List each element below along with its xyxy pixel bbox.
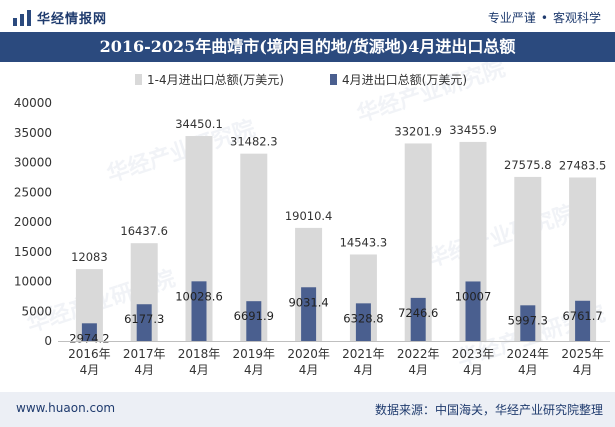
x-tick-label-month: 4月 <box>244 363 264 377</box>
x-tick-label-month: 4月 <box>189 363 209 377</box>
y-tick-label: 25000 <box>14 185 52 199</box>
data-label-ytd: 14543.3 <box>340 235 388 249</box>
brand-logo[interactable]: 华经情报网 <box>13 8 107 27</box>
y-axis: 0 5000 10000 15000 20000 25000 30000 35000 40000 <box>14 96 52 348</box>
data-label-april: 2974.2 <box>69 331 109 345</box>
x-tick-label-year: 2025年 <box>561 347 604 361</box>
data-label-april: 7246.6 <box>398 306 438 320</box>
website-link[interactable]: www.huaon.com <box>16 401 116 415</box>
y-tick-label: 20000 <box>14 215 52 229</box>
legend: 1-4月进出口总额(万美元) 4月进出口总额(万美元) <box>135 73 467 87</box>
data-label-april: 10007 <box>455 289 492 303</box>
x-tick-label-month: 4月 <box>463 363 483 377</box>
data-label-ytd: 27575.8 <box>504 158 552 172</box>
bar-april-total <box>136 304 152 341</box>
bars <box>75 136 597 341</box>
data-label-april: 6328.8 <box>343 311 383 325</box>
tagline-left: 专业严谨 <box>487 11 536 25</box>
bar-april-total <box>520 305 536 341</box>
bar-april-total <box>246 301 262 341</box>
y-tick-label: 15000 <box>14 245 52 259</box>
x-tick-label-month: 4月 <box>134 363 154 377</box>
x-tick-label-year: 2020年 <box>287 347 330 361</box>
tagline-separator: • <box>540 11 548 25</box>
y-tick-label: 35000 <box>14 126 52 140</box>
watermark-text: 华经产业研究院 <box>424 200 579 272</box>
legend-swatch <box>330 74 337 85</box>
data-source: 数据来源：中国海关，华经产业研究院整理 <box>374 403 603 417</box>
y-tick-label: 10000 <box>14 275 52 289</box>
data-label-april: 9031.4 <box>288 295 328 309</box>
y-tick-label: 5000 <box>21 304 52 318</box>
x-tick-label-month: 4月 <box>80 363 100 377</box>
chart: 华经产业研究院华经产业研究院华经产业研究院华经产业研究院华经产业研究院 1-4月… <box>14 62 610 377</box>
y-tick-label: 40000 <box>14 96 52 110</box>
x-tick-label-month: 4月 <box>299 363 319 377</box>
data-label-ytd: 27483.5 <box>559 158 607 172</box>
legend-swatch <box>135 74 142 85</box>
x-tick-label-month: 4月 <box>408 363 428 377</box>
data-label-ytd: 33201.9 <box>394 124 442 138</box>
x-tick-label-year: 2023年 <box>452 347 495 361</box>
bar-april-total <box>410 297 426 341</box>
bar-april-total <box>301 287 317 341</box>
x-tick-label-year: 2018年 <box>178 347 221 361</box>
data-label-ytd: 33455.9 <box>449 123 497 137</box>
x-tick-label-year: 2024年 <box>507 347 550 361</box>
bar-april-total <box>191 281 207 341</box>
footer: www.huaon.com 数据来源：中国海关，华经产业研究院整理 <box>0 392 615 427</box>
legend-label: 1-4月进出口总额(万美元) <box>147 73 284 87</box>
x-tick-label-year: 2022年 <box>397 347 440 361</box>
top-bar: 华经情报网 专业严谨 • 客观科学 <box>0 0 615 32</box>
x-tick-label-year: 2019年 <box>233 347 276 361</box>
bar-april-total <box>81 323 97 341</box>
y-tick-label: 30000 <box>14 156 52 170</box>
chart-title: 2016-2025年曲靖市(境内目的地/货源地)4月进出口总额 <box>0 32 615 62</box>
data-label-april: 6691.9 <box>234 309 274 323</box>
y-tick-label: 0 <box>44 334 52 348</box>
data-labels: 12083 2974.2 16437.6 6177.3 34450.1 10028.6 31… <box>69 117 606 345</box>
watermark-text: 华经产业研究院 <box>354 62 509 128</box>
x-axis: 2016年 4月 2017年 4月 2018年 4月 2019年 4月 2020年 4月 2021年… <box>58 341 610 377</box>
x-tick-label-year: 2016年 <box>68 347 111 361</box>
data-label-april: 6761.7 <box>562 309 602 323</box>
x-tick-label-month: 4月 <box>518 363 538 377</box>
data-label-ytd: 12083 <box>71 250 108 264</box>
data-label-april: 6177.3 <box>124 312 164 326</box>
data-label-ytd: 31482.3 <box>230 135 278 149</box>
legend-label: 4月进出口总额(万美元) <box>342 73 467 87</box>
bar-april-total <box>355 303 371 341</box>
data-label-april: 5997.3 <box>508 313 548 327</box>
x-tick-label-month: 4月 <box>354 363 374 377</box>
x-tick-label-month: 4月 <box>573 363 593 377</box>
brand-name: 华经情报网 <box>37 12 108 27</box>
tagline-right: 客观科学 <box>552 11 601 25</box>
x-tick-label-year: 2017年 <box>123 347 166 361</box>
bar-april-total <box>575 300 591 341</box>
data-label-april: 10028.6 <box>175 289 223 303</box>
bar-april-total <box>465 281 481 341</box>
data-label-ytd: 19010.4 <box>285 209 333 223</box>
data-label-ytd: 34450.1 <box>175 117 223 131</box>
data-label-ytd: 16437.6 <box>120 224 168 238</box>
tagline: 专业严谨 • 客观科学 <box>488 9 601 26</box>
x-tick-label-year: 2021年 <box>342 347 385 361</box>
bar-chart-logo-icon <box>13 9 31 26</box>
